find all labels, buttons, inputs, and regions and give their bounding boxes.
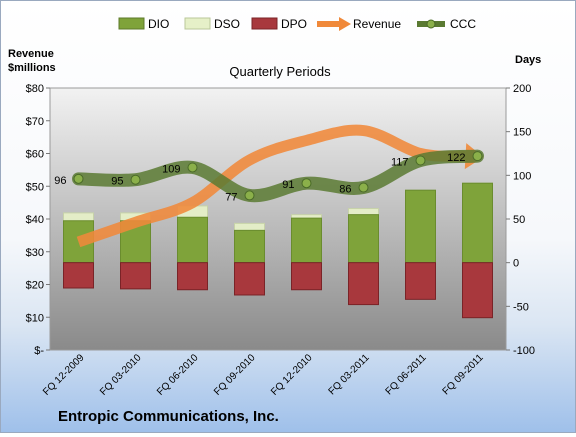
- ccc-point: [301, 178, 312, 189]
- left-tick-label: $70: [26, 116, 44, 128]
- bar-dpo: [177, 262, 208, 291]
- right-tick-label: 50: [513, 214, 525, 226]
- ccc-data-label: 86: [339, 184, 351, 196]
- ccc-point: [187, 162, 198, 173]
- bar-dio: [177, 216, 208, 264]
- right-tick-label: 200: [513, 83, 531, 95]
- category-label: FQ 06-2010: [155, 352, 201, 398]
- ccc-data-label: 109: [162, 163, 180, 175]
- company-name: Entropic Communications, Inc.: [58, 408, 279, 425]
- bar-dio: [405, 189, 436, 264]
- ccc-point: [472, 151, 483, 162]
- plot-area: [49, 87, 507, 351]
- bar-dpo: [405, 262, 436, 300]
- ccc-point: [415, 155, 426, 166]
- legend-swatch-dpo: [251, 17, 278, 30]
- bar-dpo: [462, 262, 493, 319]
- ccc-line: [72, 149, 484, 203]
- ccc-data-label: 77: [225, 191, 237, 203]
- category-label: FQ 12-2009: [41, 352, 87, 398]
- right-tick-label: 150: [513, 127, 531, 139]
- legend-label-dio: DIO: [148, 17, 169, 31]
- legend-label-revenue: Revenue: [353, 17, 401, 31]
- ccc-data-label: 117: [391, 156, 409, 168]
- category-label: FQ 12-2010: [269, 352, 315, 398]
- ccc-point: [244, 190, 255, 201]
- left-tick-label: $-: [34, 345, 44, 357]
- left-tick-label: $10: [26, 312, 44, 324]
- legend-label-ccc: CCC: [450, 17, 476, 31]
- legend: DIO DSO DPO Revenue CCC: [118, 17, 476, 31]
- left-tick-label: $30: [26, 247, 44, 259]
- bar-dpo: [234, 262, 265, 296]
- ccc-point: [73, 173, 84, 184]
- bar-dio: [291, 217, 322, 264]
- ccc-point: [130, 174, 141, 185]
- right-axis-label: Days: [515, 54, 541, 66]
- bar-dpo: [348, 262, 379, 306]
- bar-dpo: [63, 262, 94, 289]
- category-label: FQ 06-2011: [384, 352, 429, 397]
- ccc-data-label: 95: [111, 176, 123, 188]
- left-tick-label: $20: [26, 280, 44, 292]
- legend-swatch-dio: [118, 17, 145, 30]
- right-tick-label: 0: [513, 258, 519, 270]
- bar-dio: [462, 182, 493, 264]
- category-label: FQ 03-2010: [98, 352, 144, 398]
- category-label: FQ 09-2011: [441, 352, 486, 397]
- bar-dio: [234, 229, 265, 264]
- left-tick-label: $60: [26, 149, 44, 161]
- legend-label-dpo: DPO: [281, 17, 307, 31]
- revenue-line: [76, 124, 466, 248]
- ccc-data-label: 91: [282, 179, 294, 191]
- chart-title: Quarterly Periods: [229, 64, 331, 79]
- legend-arrow-revenue: [339, 17, 351, 31]
- category-label: FQ 09-2010: [212, 352, 258, 398]
- bar-dpo: [120, 262, 151, 290]
- legend-marker-ccc: [426, 19, 436, 29]
- left-tick-label: $50: [26, 181, 44, 193]
- left-tick-label: $80: [26, 83, 44, 95]
- legend-swatch-dso: [184, 17, 211, 30]
- right-tick-label: -50: [513, 301, 529, 313]
- ccc-point: [358, 182, 369, 193]
- bar-dio: [348, 214, 379, 264]
- left-axis-label: Revenue $millions: [8, 48, 56, 74]
- bar-dpo: [291, 262, 322, 291]
- right-tick-label: 100: [513, 170, 531, 182]
- category-label: FQ 03-2011: [327, 352, 372, 397]
- left-tick-label: $40: [26, 214, 44, 226]
- legend-label-dso: DSO: [214, 17, 240, 31]
- ccc-data-label: 96: [54, 175, 66, 187]
- ccc-data-label: 122: [447, 152, 465, 164]
- right-tick-label: -100: [513, 345, 535, 357]
